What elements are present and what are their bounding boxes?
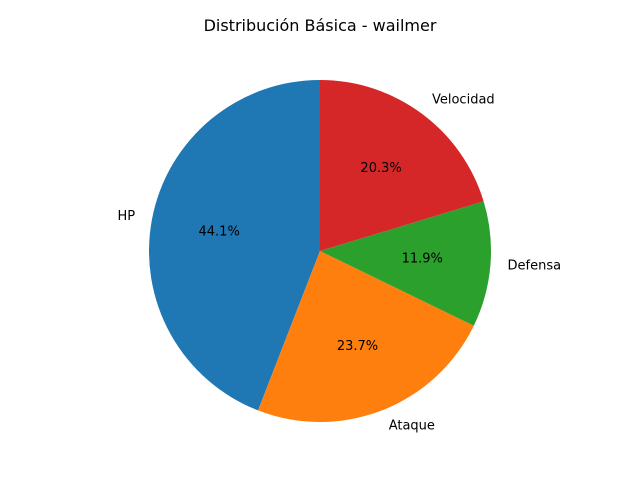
pie-slice-defensa (320, 201, 492, 326)
pie-percent-label-velocidad: 20.3% (360, 161, 401, 176)
pie-category-label-defensa: Defensa (508, 258, 562, 273)
pie-category-label-velocidad: Velocidad (432, 92, 495, 107)
pie-slices (149, 80, 492, 422)
chart-title: Distribución Básica - wailmer (204, 16, 437, 35)
pie-slice-velocidad (320, 80, 484, 251)
pie-percent-label-defensa: 11.9% (402, 252, 443, 267)
pie-slice-ataque (258, 251, 474, 422)
pie-slice-hp (149, 80, 320, 411)
pie-category-label-ataque: Ataque (389, 419, 435, 434)
pie-labels: 44.1% HP 23.7% Ataque 11.9% Defensa 20.3% Veloc… (117, 92, 561, 433)
pie-percent-label-ataque: 23.7% (337, 339, 378, 354)
pie-category-label-hp: HP (117, 209, 135, 224)
pie-percent-label-hp: 44.1% (199, 225, 240, 240)
